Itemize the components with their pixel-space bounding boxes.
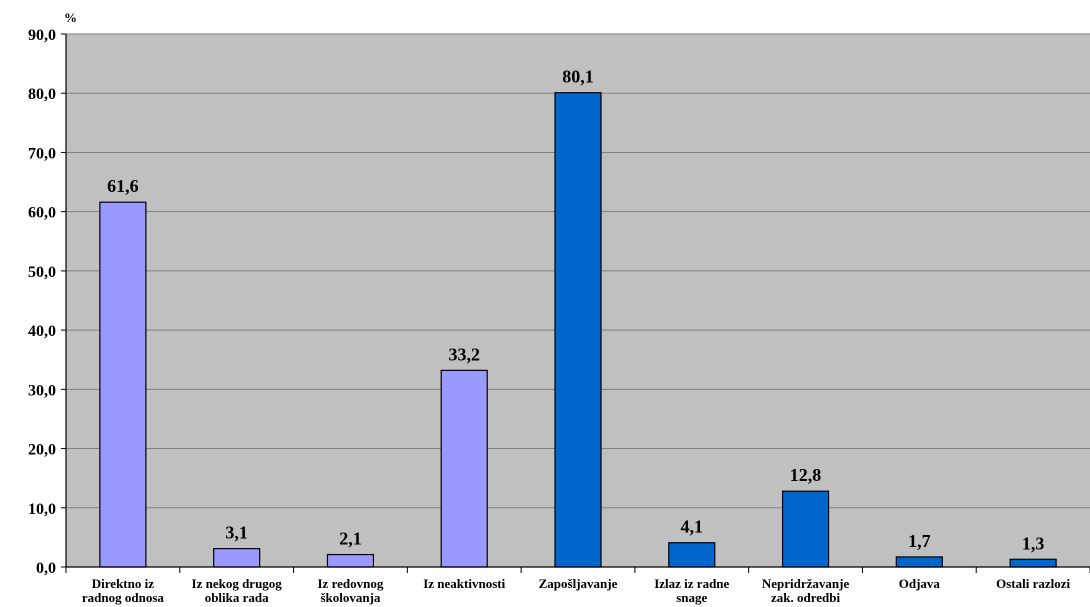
bar <box>668 542 716 568</box>
category-label: Zapošljavanje <box>539 576 618 591</box>
category-label: Iz neaktivnosti <box>423 576 505 591</box>
category-label: oblika rada <box>205 590 269 605</box>
y-tick-label: 80,0 <box>28 86 56 103</box>
category-label: Iz nekog drugog <box>192 576 283 591</box>
category-label: Direktno iz <box>92 576 154 591</box>
y-tick-label: 30,0 <box>28 382 56 399</box>
category-label: školovanja <box>320 590 380 605</box>
category-label: Odjava <box>899 576 941 591</box>
y-tick-label: 20,0 <box>28 442 56 459</box>
y-tick-label: 0,0 <box>36 560 56 577</box>
data-label: 2,1 <box>339 529 362 549</box>
bar <box>213 548 261 568</box>
data-label: 80,1 <box>562 67 594 87</box>
y-tick-labels: 0,0 10,0 20,0 30,0 40,0 50,0 60,0 70,0 80,0 90,0 <box>28 27 56 577</box>
category-label: zak. odredbi <box>771 590 840 605</box>
bar <box>1009 558 1057 568</box>
axes <box>61 33 1090 573</box>
y-tick-label: 50,0 <box>28 264 56 281</box>
y-tick-label: 40,0 <box>28 323 56 340</box>
bar <box>99 201 147 568</box>
bar <box>326 553 375 568</box>
category-label: Izlaz iz radne <box>654 576 729 591</box>
y-tick-label: 70,0 <box>28 145 56 162</box>
category-label: Iz redovnog <box>318 576 384 591</box>
data-label: 3,1 <box>225 523 248 543</box>
bar <box>781 490 830 568</box>
category-label: radnog odnosa <box>82 590 164 605</box>
y-unit-label: % <box>64 10 77 25</box>
bar <box>554 92 602 568</box>
data-label: 61,6 <box>107 176 139 196</box>
bars <box>99 92 1057 568</box>
data-label: 1,7 <box>908 531 931 551</box>
data-label: 33,2 <box>448 344 480 364</box>
bar <box>895 556 943 568</box>
y-tick-label: 90,0 <box>28 27 56 44</box>
data-labels: 61,6 3,1 2,1 33,2 80,1 4,1 12,8 1,7 1,3 <box>107 67 1044 554</box>
bar <box>440 369 488 568</box>
y-tick-label: 10,0 <box>28 501 56 518</box>
category-label: snage <box>676 590 707 605</box>
data-label: 1,3 <box>1022 533 1045 553</box>
data-label: 12,8 <box>790 465 822 485</box>
category-label: Nepridržavanje <box>762 576 850 591</box>
y-tick-label: 60,0 <box>28 205 56 222</box>
data-label: 4,1 <box>681 517 704 537</box>
category-label: Ostali razlozi <box>996 576 1070 591</box>
